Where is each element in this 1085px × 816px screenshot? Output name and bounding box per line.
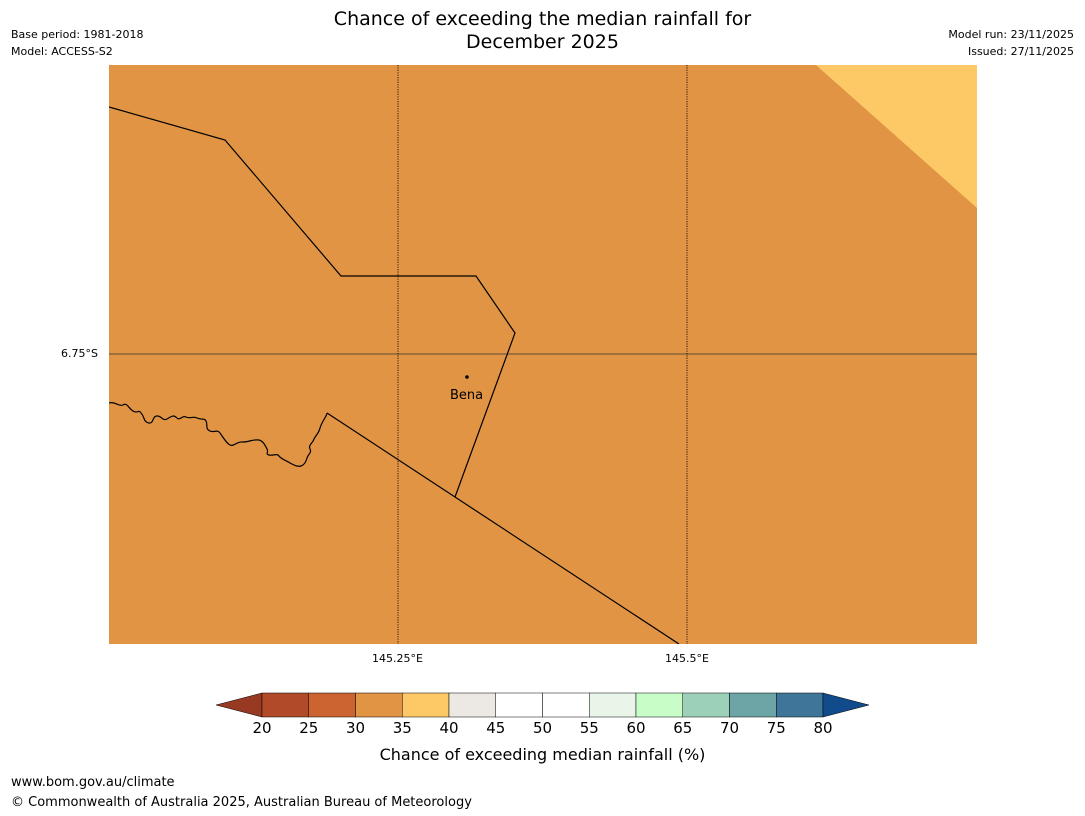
colorbar-tick: 60 — [626, 719, 646, 737]
colorbar-tick: 65 — [673, 719, 693, 737]
colorbar-segment — [355, 692, 403, 718]
colorbar-segment — [776, 692, 824, 718]
colorbar-tick: 75 — [766, 719, 786, 737]
model-run-date: Model run: 23/11/2025 — [948, 28, 1074, 41]
colorbar-segment — [682, 692, 730, 718]
model-info: Base period: 1981-2018 Model: ACCESS-S2 — [11, 26, 143, 60]
province-boundary-south — [326, 412, 680, 644]
colorbar-over-arrow — [822, 692, 870, 718]
colorbar-segment — [495, 692, 543, 718]
bena-marker — [465, 375, 469, 379]
run-info: Model run: 23/11/2025 Issued: 27/11/2025 — [948, 26, 1074, 60]
coastline-river — [109, 401, 328, 467]
title-line-2: December 2025 — [466, 31, 619, 53]
colorbar-segment — [261, 692, 309, 718]
model-name: Model: ACCESS-S2 — [11, 45, 113, 58]
province-boundary-north — [109, 106, 516, 498]
colorbar-tick: 55 — [579, 719, 599, 737]
base-period: Base period: 1981-2018 — [11, 28, 144, 41]
title-line-1: Chance of exceeding the median rainfall … — [333, 8, 752, 30]
map-title: Chance of exceeding the median rainfall … — [0, 8, 1085, 54]
colorbar-segment — [589, 692, 637, 718]
probability-fill — [109, 65, 977, 644]
higher-probability-zone — [816, 65, 977, 208]
colorbar-segment — [308, 692, 356, 718]
colorbar-tick: 45 — [486, 719, 506, 737]
colorbar — [216, 692, 870, 718]
colorbar-tick: 30 — [345, 719, 366, 737]
colorbar-tick: 50 — [532, 719, 553, 737]
colorbar-tick: 20 — [252, 719, 272, 737]
colorbar-tick: 80 — [813, 719, 833, 737]
issued-date: Issued: 27/11/2025 — [967, 45, 1074, 58]
footer-copyright: © Commonwealth of Australia 2025, Austra… — [11, 795, 472, 810]
colorbar-segment — [635, 692, 683, 718]
colorbar-tick: 40 — [439, 719, 459, 737]
longitude-label-1: 145.25°E — [372, 652, 423, 665]
colorbar-under-arrow — [216, 692, 263, 718]
latitude-label: 6.75°S — [61, 347, 98, 360]
colorbar-segment — [448, 692, 496, 718]
bena-label: Bena — [450, 388, 484, 403]
footer-url: www.bom.gov.au/climate — [11, 775, 175, 790]
colorbar-tick: 25 — [299, 719, 319, 737]
colorbar-tick: 70 — [719, 719, 740, 737]
colorbar-label: Chance of exceeding median rainfall (%) — [379, 745, 706, 764]
longitude-label-2: 145.5°E — [665, 652, 709, 665]
colorbar-segment — [402, 692, 450, 718]
colorbar-tick: 35 — [392, 719, 412, 737]
colorbar-segment — [542, 692, 590, 718]
colorbar-segment — [729, 692, 777, 718]
rainfall-map — [109, 65, 977, 644]
